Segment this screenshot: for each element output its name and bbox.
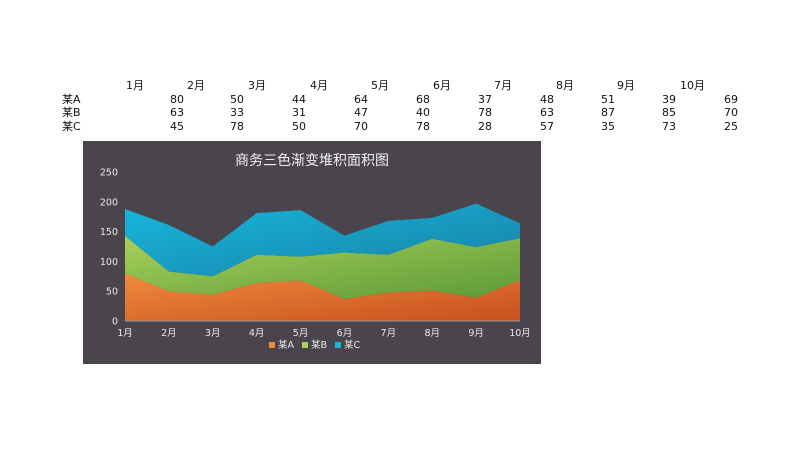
table-header-month: 3月 — [248, 79, 266, 92]
table-cell: 70 — [354, 120, 368, 133]
table-cell: 51 — [601, 93, 615, 106]
table-cell: 87 — [601, 106, 615, 119]
table-row-label: 某A — [62, 93, 81, 106]
table-cell: 78 — [230, 120, 244, 133]
table-row-label: 某C — [62, 120, 81, 133]
table-cell: 50 — [230, 93, 244, 106]
table-cell: 63 — [540, 106, 554, 119]
table-cell: 57 — [540, 120, 554, 133]
table-cell: 47 — [354, 106, 368, 119]
table-cell: 78 — [478, 106, 492, 119]
area-series-3[interactable] — [125, 203, 520, 277]
legend-label: 某B — [311, 340, 327, 351]
table-header-month: 6月 — [433, 79, 451, 92]
legend-label: 某A — [278, 340, 295, 351]
area-series-2[interactable] — [125, 235, 520, 299]
table-header-month: 2月 — [187, 79, 205, 92]
table-cell: 37 — [478, 93, 492, 106]
table-cell: 69 — [724, 93, 738, 106]
x-tick-label: 9月 — [468, 328, 484, 339]
y-tick-label: 50 — [106, 287, 118, 298]
y-tick-label: 200 — [100, 197, 118, 208]
table-header-month: 5月 — [371, 79, 389, 92]
legend-label: 某C — [344, 340, 361, 351]
x-tick-label: 4月 — [249, 328, 265, 339]
legend-swatch — [302, 342, 308, 348]
table-cell: 33 — [230, 106, 244, 119]
x-tick-label: 3月 — [205, 328, 221, 339]
table-cell: 85 — [662, 106, 676, 119]
x-tick-label: 2月 — [161, 328, 177, 339]
table-header-month: 9月 — [617, 79, 635, 92]
table-cell: 44 — [292, 93, 306, 106]
table-cell: 73 — [662, 120, 676, 133]
table-header-month: 1月 — [126, 79, 144, 92]
x-tick-label: 5月 — [293, 328, 309, 339]
legend-swatch — [269, 342, 275, 348]
table-cell: 78 — [416, 120, 430, 133]
y-tick-label: 100 — [100, 257, 118, 268]
y-tick-label: 0 — [112, 317, 118, 328]
table-row-label: 某B — [62, 106, 81, 119]
table-header-month: 8月 — [556, 79, 574, 92]
data-table: 1月 2月 3月 4月 5月 6月 7月 8月 9月 10月某A 80 50 44 64 68 37 48 51 3… — [0, 0, 800, 140]
chart-area[interactable]: 商务三色渐变堆积面积图 0 50 100 150 200 250 1月 2月 3月 4月 5月 6月 7… — [83, 141, 541, 364]
table-cell: 28 — [478, 120, 492, 133]
table-header-month: 4月 — [310, 79, 328, 92]
table-cell: 31 — [292, 106, 306, 119]
x-tick-label: 10月 — [509, 328, 531, 339]
x-tick-label: 8月 — [424, 328, 440, 339]
x-tick-label: 1月 — [117, 328, 133, 339]
area-series-1[interactable] — [125, 273, 520, 321]
table-cell: 45 — [170, 120, 184, 133]
chart-title: 商务三色渐变堆积面积图 — [235, 153, 389, 169]
table-cell: 35 — [601, 120, 615, 133]
table-cell: 40 — [416, 106, 430, 119]
legend-swatch — [335, 342, 341, 348]
table-cell: 70 — [724, 106, 738, 119]
table-cell: 50 — [292, 120, 306, 133]
table-cell: 39 — [662, 93, 676, 106]
table-header-month: 10月 — [680, 79, 705, 92]
x-tick-label: 7月 — [381, 328, 397, 339]
table-cell: 48 — [540, 93, 554, 106]
stacked-area-chart: 0 50 100 150 200 250 1月 2月 3月 4月 5月 6月 7月 8月 9月 10月 某A 某… — [100, 168, 531, 352]
x-tick-label: 6月 — [337, 328, 353, 339]
table-cell: 25 — [724, 120, 738, 133]
y-tick-label: 250 — [100, 168, 118, 179]
y-tick-label: 150 — [100, 227, 118, 238]
table-cell: 64 — [354, 93, 368, 106]
table-header-month: 7月 — [494, 79, 512, 92]
table-cell: 80 — [170, 93, 184, 106]
table-cell: 63 — [170, 106, 184, 119]
table-cell: 68 — [416, 93, 430, 106]
